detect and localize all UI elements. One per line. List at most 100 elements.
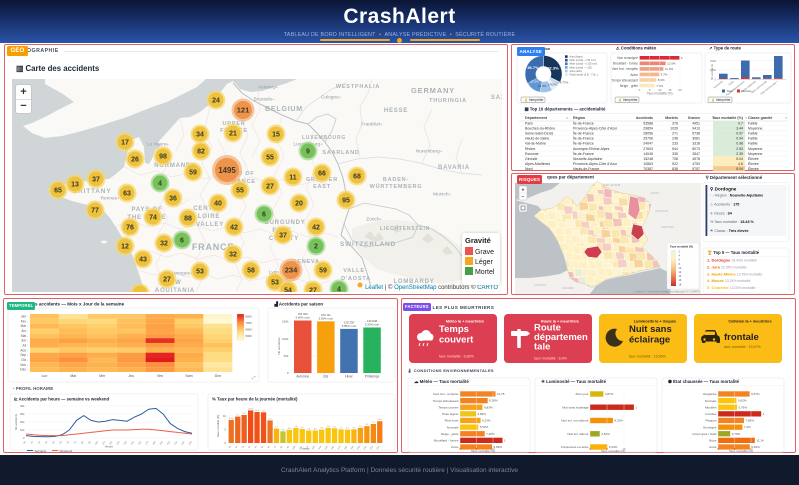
- svg-text:59: 59: [189, 170, 197, 177]
- svg-text:30k: 30k: [20, 412, 25, 416]
- svg-text:8.3%: 8.3%: [658, 78, 665, 82]
- svg-text:Mouillée: Mouillée: [705, 405, 717, 409]
- svg-text:Bouches-du-Rhône: Bouches-du-Rhône: [525, 127, 555, 131]
- svg-text:376: 376: [672, 122, 678, 126]
- svg-text:11h: 11h: [299, 445, 303, 450]
- svg-text:Provence-Alpes-Côte d’Azur: Provence-Alpes-Côte d’Azur: [573, 162, 618, 166]
- svg-text:Accidents: Accidents: [636, 116, 653, 120]
- svg-text:5.85% mort: 5.85% mort: [342, 324, 357, 328]
- svg-text:Temps couvert: Temps couvert: [438, 405, 458, 409]
- svg-text:10.9%: 10.9%: [538, 84, 547, 88]
- svg-text:⚑ Classe : Très élevée: ⚑ Classe : Très élevée: [710, 229, 749, 233]
- svg-text:55: 55: [236, 188, 244, 195]
- svg-text:LIECHTENSTEIN: LIECHTENSTEIN: [380, 226, 430, 232]
- svg-text:Taux mortalité (%): Taux mortalité (%): [471, 449, 495, 453]
- svg-text:SWITZERL.: SWITZERL.: [661, 225, 675, 229]
- svg-text:0h: 0h: [23, 440, 27, 444]
- svg-text:SWITZERLAND: SWITZERLAND: [340, 241, 396, 248]
- svg-text:27: 27: [266, 184, 274, 191]
- svg-text:7h: 7h: [73, 440, 77, 444]
- svg-text:Vent fort - tempête: Vent fort - tempête: [433, 392, 459, 396]
- svg-text:3h: 3h: [44, 440, 48, 444]
- svg-text:Heure: Heure: [105, 445, 114, 449]
- svg-text:Jul -: Jul -: [22, 343, 28, 347]
- svg-text:Région: Région: [573, 116, 585, 120]
- svg-text:Weekend: Weekend: [60, 449, 73, 453]
- svg-text:NORMANDY: NORMANDY: [154, 163, 196, 169]
- svg-text:15: 15: [668, 88, 672, 92]
- svg-text:Nov -: Nov -: [20, 363, 28, 367]
- svg-text:8.3: 8.3: [269, 418, 272, 420]
- svg-text:4,84%: 4,84%: [477, 412, 486, 416]
- svg-text:Sep -: Sep -: [20, 353, 28, 357]
- svg-text:6,83%: 6,83%: [484, 405, 493, 409]
- svg-text:Non renseigné: Non renseigné: [617, 56, 638, 60]
- svg-text:Département: Département: [525, 116, 548, 120]
- svg-text:12: 12: [679, 271, 682, 274]
- svg-text:54: 54: [284, 288, 292, 292]
- svg-text:15h: 15h: [130, 440, 135, 445]
- svg-text:BADEN-W.: BADEN-W.: [655, 209, 668, 213]
- svg-text:58: 58: [247, 268, 255, 275]
- svg-text:Printemps: Printemps: [365, 375, 380, 379]
- svg-text:Graves: Graves: [688, 116, 700, 120]
- svg-text:12h: 12h: [109, 440, 114, 445]
- svg-text:12.9%: 12.9%: [667, 62, 676, 66]
- svg-text:Ven: Ven: [157, 374, 163, 378]
- svg-text:65: 65: [54, 188, 62, 195]
- svg-text:Autre: Autre: [727, 79, 735, 86]
- svg-text:11: 11: [289, 175, 297, 182]
- svg-text:éclairage: éclairage: [629, 335, 670, 346]
- svg-text:5.04: 5.04: [736, 157, 743, 161]
- svg-text:128 239: 128 239: [344, 320, 355, 324]
- svg-text:3,70%: 3,70%: [732, 432, 741, 436]
- svg-text:13h: 13h: [116, 440, 121, 445]
- svg-text:7.0: 7.0: [372, 422, 375, 424]
- svg-text:Crépuscule ou aube: Crépuscule ou aube: [561, 445, 589, 449]
- svg-text:Sam: Sam: [185, 374, 192, 378]
- svg-text:0: 0: [717, 447, 719, 451]
- svg-text:77: 77: [91, 208, 99, 215]
- svg-text:% Taux mortalité : 18.43 %: % Taux mortalité : 18.43 %: [710, 220, 755, 224]
- svg-text:20: 20: [295, 201, 303, 208]
- svg-text:BAVARIA: BAVARIA: [438, 165, 470, 171]
- svg-text:82: 82: [197, 149, 205, 156]
- svg-text:7,48%: 7,48%: [486, 432, 495, 436]
- svg-text:Corps gras / huile: Corps gras / huile: [692, 432, 717, 436]
- svg-text:14h: 14h: [318, 445, 322, 450]
- svg-text:0h: 0h: [229, 445, 233, 449]
- svg-text:5. Charente 13.03% mortalité: 5. Charente 13.03% mortalité: [707, 285, 755, 290]
- svg-text:8.04: 8.04: [736, 167, 743, 171]
- svg-text:6000: 6000: [246, 328, 253, 332]
- svg-text:⚲ Département sélectionné: ⚲ Département sélectionné: [706, 175, 763, 180]
- svg-text:4,87%: 4,87%: [605, 392, 614, 396]
- svg-text:238: 238: [672, 137, 678, 141]
- svg-text:Nb accidents: Nb accidents: [14, 413, 18, 430]
- svg-text:Total: Total: [727, 89, 734, 93]
- svg-text:Taux mortalité (%): Taux mortalité (%): [647, 92, 673, 96]
- svg-text:Nuit écl. non allumé: Nuit écl. non allumé: [561, 419, 588, 423]
- svg-text:Faible: Faible: [748, 137, 758, 141]
- svg-text:13h: 13h: [312, 445, 316, 450]
- svg-text:10863: 10863: [643, 162, 653, 166]
- svg-text:544: 544: [672, 147, 678, 151]
- svg-text:8.0%: 8.0%: [378, 419, 383, 421]
- svg-text:10k: 10k: [20, 428, 25, 432]
- svg-text:14045: 14045: [643, 152, 653, 156]
- svg-text:BRITTANY: BRITTANY: [73, 188, 112, 195]
- svg-text:Auto (léger): Auto (léger): [570, 56, 583, 59]
- svg-text:4.8: 4.8: [288, 428, 291, 430]
- svg-text:4753: 4753: [692, 162, 700, 166]
- svg-text:42: 42: [230, 225, 238, 232]
- svg-text:17: 17: [121, 140, 129, 147]
- svg-text:88: 88: [184, 216, 192, 223]
- svg-text:Neige - grêle: Neige - grêle: [441, 432, 459, 436]
- svg-text:couvert: couvert: [439, 335, 474, 346]
- svg-text:LUXEMBOURG: LUXEMBOURG: [302, 135, 346, 141]
- svg-text:Pluie légère: Pluie légère: [442, 412, 459, 416]
- svg-text:Mai -: Mai -: [21, 334, 28, 338]
- svg-text:10: 10: [679, 267, 682, 270]
- svg-text:16: 16: [679, 279, 682, 282]
- svg-text:4.8: 4.8: [738, 162, 743, 166]
- svg-text:VALLEY: VALLEY: [196, 222, 224, 228]
